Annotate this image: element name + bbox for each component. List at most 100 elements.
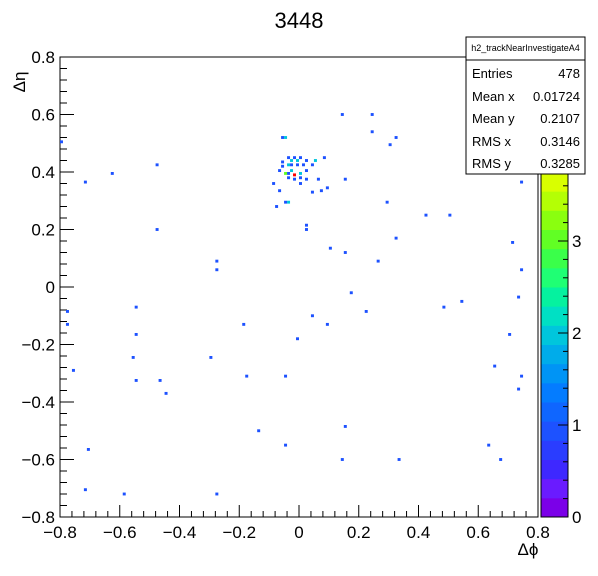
heatmap-cell xyxy=(164,391,168,395)
heatmap-cell xyxy=(319,189,323,193)
heatmap-cell xyxy=(284,200,288,204)
heatmap-cell xyxy=(281,164,285,168)
x-tick-label: −0.8 xyxy=(43,523,77,542)
palette-band xyxy=(541,287,568,307)
heatmap-cell xyxy=(397,458,401,461)
heatmap-cell xyxy=(83,180,87,184)
heatmap-cell xyxy=(245,374,249,378)
heatmap-cell xyxy=(287,163,291,167)
z-tick-label: 0 xyxy=(572,508,581,527)
palette-band xyxy=(541,344,568,365)
stats-value-mean-x: 0.01724 xyxy=(533,89,580,104)
heatmap-cell xyxy=(293,173,297,177)
heatmap-cell xyxy=(257,429,261,433)
heatmap-cell xyxy=(290,159,294,162)
palette-band xyxy=(541,382,568,403)
heatmap-cell xyxy=(343,251,347,254)
heatmap-cell xyxy=(487,443,491,447)
y-tick-label: 0.8 xyxy=(31,48,55,67)
heatmap-cell xyxy=(299,156,302,160)
heatmap-cell xyxy=(322,156,326,160)
heatmap-cell xyxy=(304,177,308,181)
heatmap-cell xyxy=(301,163,305,167)
stats-value-mean-y: 0.2107 xyxy=(540,111,580,126)
heatmap-cell xyxy=(340,458,344,461)
heatmap-cell xyxy=(278,169,282,173)
heatmap-cell xyxy=(310,314,314,318)
heatmap-cell xyxy=(287,172,291,175)
heatmap-cell xyxy=(385,200,389,204)
heatmap-cell xyxy=(110,172,114,175)
palette-band xyxy=(541,459,568,480)
x-tick-label: 0.6 xyxy=(466,523,490,542)
heatmap-cell xyxy=(134,379,138,382)
stats-label-rms-x: RMS x xyxy=(472,134,512,149)
heatmap-cell xyxy=(287,176,291,180)
x-tick-label: 0.2 xyxy=(347,523,371,542)
heatmap-cell xyxy=(284,443,288,447)
heatmap-cell xyxy=(287,200,291,204)
heatmap-cell xyxy=(155,228,159,231)
heatmap-cell xyxy=(370,113,374,116)
stats-box: h2_trackNearInvestigateA4 Entries 478 Me… xyxy=(465,36,586,175)
heatmap-cell xyxy=(86,448,90,451)
heatmap-cell xyxy=(290,169,294,173)
heatmap-cell xyxy=(215,492,219,496)
heatmap-cell xyxy=(370,130,374,134)
y-tick-label: 0.4 xyxy=(31,163,55,182)
heatmap-cell xyxy=(304,228,308,231)
heatmap-cell xyxy=(316,177,320,181)
y-tick-label: −0.2 xyxy=(21,336,55,355)
heatmap-cell xyxy=(343,425,347,428)
z-tick-label: 3 xyxy=(572,232,581,251)
heatmap-cell xyxy=(325,322,329,326)
palette-band xyxy=(541,497,568,518)
heatmap-cell xyxy=(65,322,69,326)
heatmap-cell xyxy=(281,160,285,164)
heatmap-cell xyxy=(296,159,299,162)
heatmap-cell xyxy=(134,333,138,336)
heatmap-cell xyxy=(284,374,288,378)
y-tick-label: 0.2 xyxy=(31,221,55,240)
heatmap-cell xyxy=(517,295,521,299)
heatmap-cell xyxy=(242,322,246,326)
stats-label-mean-x: Mean x xyxy=(472,89,515,104)
heatmap-cell xyxy=(310,190,314,194)
heatmap-cell xyxy=(424,213,428,217)
heatmap-cell xyxy=(275,205,279,208)
heatmap-cell xyxy=(65,310,69,313)
palette-band xyxy=(541,325,568,345)
palette-band xyxy=(541,440,568,460)
heatmap-cell xyxy=(520,374,524,378)
heatmap-cell xyxy=(60,140,63,144)
palette-band xyxy=(541,248,568,269)
stats-value-entries: 478 xyxy=(558,66,580,81)
stats-value-rms-y: 0.3285 xyxy=(540,156,580,171)
heatmap-cell xyxy=(131,356,135,359)
heatmap-cell xyxy=(517,387,521,391)
heatmap-cell xyxy=(284,172,288,175)
heatmap-cell xyxy=(299,172,302,175)
y-tick-label: 0.6 xyxy=(31,106,55,125)
heatmap-cell xyxy=(215,259,219,263)
y-tick-label: −0.8 xyxy=(21,508,55,527)
z-tick-label: 2 xyxy=(572,324,581,343)
heatmap-cell xyxy=(122,492,126,496)
heatmap-cell xyxy=(304,169,308,173)
stats-value-rms-x: 0.3146 xyxy=(540,134,580,149)
heatmap-cells xyxy=(60,113,524,496)
heatmap-cell xyxy=(272,182,276,185)
heatmap-cell xyxy=(520,180,524,184)
heatmap-cell xyxy=(299,176,302,180)
stats-label-mean-y: Mean y xyxy=(472,111,515,126)
x-tick-label: −0.6 xyxy=(103,523,137,542)
heatmap-cell xyxy=(388,143,392,147)
y-axis-title: Δη xyxy=(10,72,29,93)
heatmap-cell xyxy=(325,186,329,190)
palette-band xyxy=(541,402,568,422)
stats-histogram-name: h2_trackNearInvestigateA4 xyxy=(471,43,580,53)
heatmap-cell xyxy=(293,177,297,181)
heatmap-cell xyxy=(340,113,344,116)
palette-band xyxy=(541,478,568,499)
